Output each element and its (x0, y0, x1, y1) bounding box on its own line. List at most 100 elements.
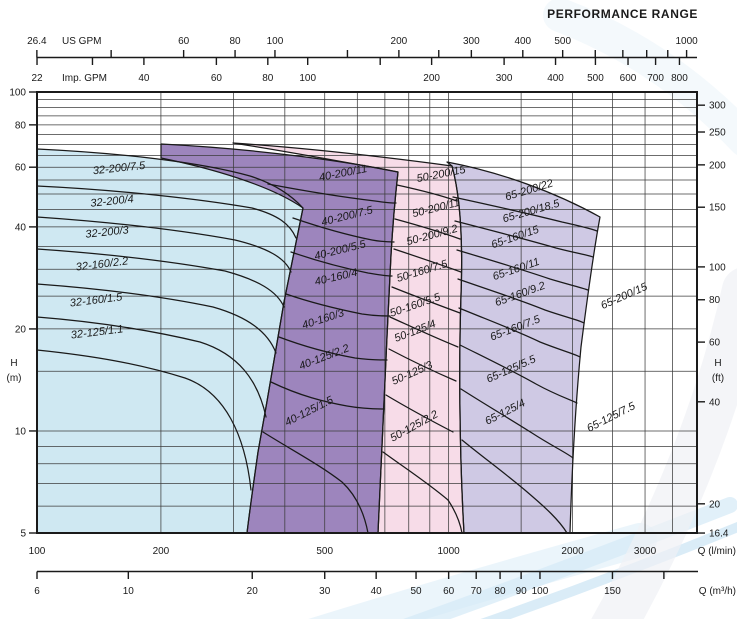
right-axis-title-unit: (ft) (712, 373, 724, 384)
right-axis-tick-label: 60 (709, 338, 721, 349)
left-axis-tick-label: 60 (15, 163, 27, 174)
pump-curve (285, 293, 391, 317)
imp-gpm-tick-label: 60 (211, 73, 223, 84)
right-axis-tick-label: 300 (709, 101, 726, 112)
left-axis-tick-label: 5 (20, 529, 26, 540)
pump-curve (36, 316, 267, 418)
left-axis-title: H (10, 358, 17, 369)
pump-curve (396, 184, 458, 202)
right-axis-tick-label: 80 (709, 295, 721, 306)
left-axis-tick-label: 10 (15, 426, 27, 437)
plot-border (36, 91, 698, 534)
imp-gpm-tick-label: 400 (547, 73, 564, 84)
pump-curve (459, 344, 578, 404)
us-gpm-tick-label: 300 (463, 36, 480, 47)
grid (37, 92, 697, 533)
pump-curve (452, 196, 598, 232)
lmin-tick-label: 500 (316, 546, 333, 557)
pump-curve (36, 185, 297, 239)
m3h-tick-label: 30 (319, 586, 331, 597)
m3h-tick-label: 80 (495, 586, 507, 597)
pump-curve (382, 451, 463, 534)
pump-curve (388, 348, 457, 382)
pump-curve (457, 278, 585, 324)
m3h-tick-label: 6 (34, 586, 40, 597)
region-50-fill (233, 143, 464, 533)
right-axis-tick-label: 200 (709, 160, 726, 171)
pump-curve (456, 249, 589, 291)
region-40-fill (161, 144, 398, 533)
m3h-tick-label: 150 (604, 586, 621, 597)
chart-title: PERFORMANCE RANGE (547, 7, 698, 21)
watermark-swoosh (480, 521, 737, 619)
us-gpm-tick-label: 60 (178, 36, 190, 47)
region-fills (37, 143, 600, 533)
pump-label: 65-125/7.5 (585, 400, 638, 435)
imp-gpm-tick-label: 300 (496, 73, 513, 84)
imp-gpm-tick-label: 80 (262, 73, 274, 84)
m3h-tick-label: 10 (123, 586, 135, 597)
pump-curve (36, 283, 277, 354)
pump-curve (292, 217, 395, 243)
m3h-tick-label: 90 (516, 586, 528, 597)
imp-gpm-tick-label: 40 (138, 73, 150, 84)
pump-label: 32-200/7.5 (92, 160, 146, 178)
right-axis-tick-label: 40 (709, 397, 721, 408)
lmin-tick-label: 2000 (561, 546, 584, 557)
left-axis-tick-label: 100 (9, 88, 26, 99)
lmin-tick-label: 200 (153, 546, 170, 557)
pump-curve (391, 286, 461, 314)
imp-gpm-tick-label: 800 (671, 73, 688, 84)
right-axis-tick-label: 20 (709, 499, 721, 510)
m3h-tick-label: 60 (443, 586, 455, 597)
pump-curve (460, 388, 574, 459)
imp-gpm-tick-label: 22 (31, 73, 43, 84)
pump-curve (385, 394, 454, 433)
pump-curve (270, 381, 385, 410)
lmin-tick-label: 3000 (634, 546, 657, 557)
axis-lines (29, 50, 705, 579)
pump-curve (36, 248, 285, 308)
region-32-fill (37, 149, 303, 533)
pump-curve (278, 336, 388, 361)
watermark-swoosh (591, 268, 737, 619)
lmin-tick-label: 1000 (438, 546, 461, 557)
lmin-axis-title: Q (l/min) (698, 546, 736, 557)
us-gpm-axis-title: US GPM (62, 36, 101, 47)
right-axis-title: H (714, 358, 721, 369)
imp-gpm-tick-label: 100 (299, 73, 316, 84)
m3h-axis-title: Q (m³/h) (699, 586, 736, 597)
pump-curve (36, 216, 292, 273)
m3h-tick-label: 50 (410, 586, 422, 597)
us-gpm-tick-label: 1000 (675, 36, 698, 47)
right-axis-tick-label: 150 (709, 203, 726, 214)
right-axis-tick-label: 100 (709, 262, 726, 273)
us-gpm-tick-label: 100 (267, 36, 284, 47)
pump-curve (36, 349, 252, 491)
us-gpm-tick-label: 80 (230, 36, 242, 47)
axis-labels: 26.4 60 80 100 200 300 400 500 1000 US GPM 22 40 60 8… (7, 36, 737, 597)
region-65-outline (446, 161, 601, 534)
right-axis-tick-label: 16.4 (709, 529, 729, 540)
pump-curve (461, 439, 568, 534)
pump-label: 32-200/3 (85, 224, 130, 241)
pump-curve (290, 251, 393, 277)
us-gpm-tick-label: 26.4 (27, 36, 47, 47)
lmin-tick-label: 100 (29, 546, 46, 557)
pump-curve (262, 431, 369, 534)
pump-curve (393, 248, 462, 273)
left-axis-tick-label: 20 (15, 324, 27, 335)
region-65-fill (447, 162, 600, 533)
imp-gpm-tick-label: 600 (620, 73, 637, 84)
pump-label: 32-200/4 (90, 193, 134, 209)
us-gpm-tick-label: 400 (514, 36, 531, 47)
m3h-tick-label: 20 (247, 586, 259, 597)
pump-curve (458, 307, 581, 358)
watermark-swoosh (543, 0, 737, 155)
us-gpm-tick-label: 500 (554, 36, 571, 47)
imp-gpm-axis-title: Imp. GPM (62, 73, 107, 84)
pump-curve (394, 218, 461, 240)
left-axis-title-unit: (m) (7, 373, 22, 384)
m3h-tick-label: 70 (471, 586, 483, 597)
